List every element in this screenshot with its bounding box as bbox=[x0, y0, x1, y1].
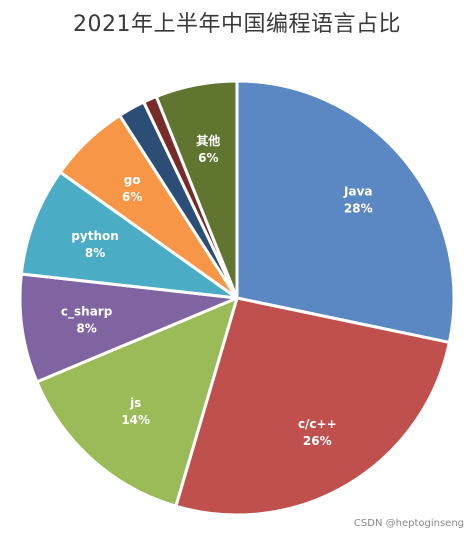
slice-label-c-sharp: c_sharp bbox=[61, 305, 113, 320]
slice-value-c-sharp: 8% bbox=[76, 322, 96, 336]
slice-label-js: js bbox=[129, 396, 141, 410]
slice-value-c-c-: 26% bbox=[303, 434, 332, 448]
slice-value--: 6% bbox=[198, 151, 218, 165]
slice-label-c-c-: c/c++ bbox=[298, 417, 337, 431]
slice-label-java: Java bbox=[343, 185, 372, 199]
slice-label--: 其他 bbox=[196, 133, 220, 148]
slice-value-js: 14% bbox=[121, 413, 150, 427]
chart-title: 2021年上半年中国编程语言占比 bbox=[73, 12, 401, 37]
pie-slice-- bbox=[154, 79, 239, 300]
slice-value-go: 6% bbox=[122, 190, 142, 204]
pie-slice-c-c- bbox=[174, 296, 451, 517]
slice-label-python: python bbox=[71, 229, 118, 243]
pie-slice-js bbox=[35, 296, 239, 508]
slice-label-go: go bbox=[124, 173, 141, 187]
pie-slice-python bbox=[19, 170, 239, 300]
pie-slice-c-sharp bbox=[18, 272, 239, 384]
pie-slice-java bbox=[235, 79, 456, 344]
slice-value-java: 28% bbox=[344, 202, 373, 216]
slice-value-python: 8% bbox=[85, 246, 105, 260]
watermark: CSDN @heptoginseng bbox=[353, 518, 464, 529]
